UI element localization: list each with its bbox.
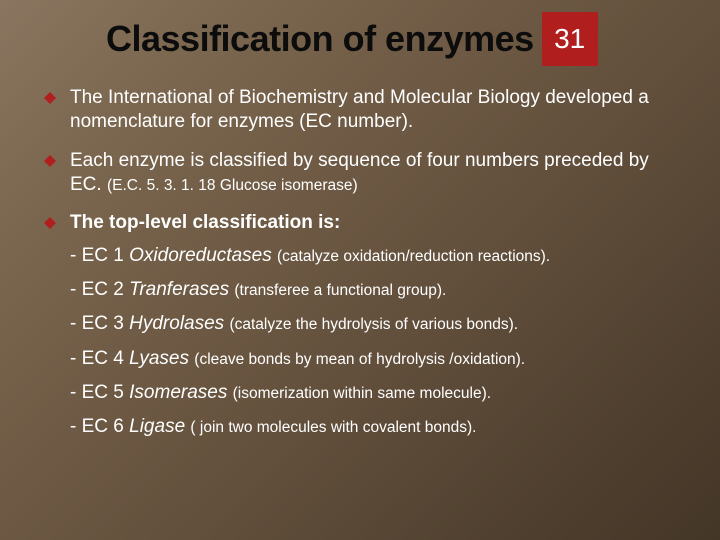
ec-name: Tranferases	[129, 279, 234, 300]
ec-code: EC 4	[82, 348, 130, 369]
bullet-item: The International of Biochemistry and Mo…	[44, 86, 684, 135]
ec-name: Hydrolases	[129, 313, 229, 334]
ec-code: EC 5	[82, 382, 130, 403]
ec-code: EC 1	[82, 245, 130, 266]
ec-note: (transferee a functional group).	[234, 282, 446, 299]
ec-code: EC 3	[82, 313, 130, 334]
ec-name: Oxidoreductases	[129, 245, 277, 266]
ec-note: (catalyze oxidation/reduction reactions)…	[277, 248, 550, 265]
ec-note: (cleave bonds by mean of hydrolysis /oxi…	[194, 351, 525, 368]
ec-class-item: - EC 1 Oxidoreductases (catalyze oxidati…	[70, 244, 684, 268]
ec-prefix: -	[70, 416, 82, 437]
ec-prefix: -	[70, 382, 82, 403]
ec-prefix: -	[70, 279, 82, 300]
ec-prefix: -	[70, 348, 82, 369]
ec-note: ( join two molecules with covalent bonds…	[190, 419, 476, 436]
content-area: The International of Biochemistry and Mo…	[44, 86, 684, 449]
ec-name: Lyases	[129, 348, 194, 369]
title-wrap: Classification of enzymes 31	[106, 18, 598, 66]
ec-class-item: - EC 5 Isomerases (isomerization within …	[70, 381, 684, 405]
ec-class-item: - EC 6 Ligase ( join two molecules with …	[70, 415, 684, 439]
ec-note: (catalyze the hydrolysis of various bond…	[229, 316, 518, 333]
ec-prefix: -	[70, 313, 82, 334]
page-title: Classification of enzymes	[106, 18, 534, 60]
bullet-item: Each enzyme is classified by sequence of…	[44, 149, 684, 198]
ec-name: Ligase	[129, 416, 190, 437]
ec-prefix: -	[70, 245, 82, 266]
diamond-bullet-icon	[44, 92, 56, 104]
bullet-text: The top-level classification is:	[70, 211, 340, 235]
ec-class-item: - EC 3 Hydrolases (catalyze the hydrolys…	[70, 312, 684, 336]
bullet-example: (E.C. 5. 3. 1. 18 Glucose isomerase)	[107, 177, 358, 194]
bullet-item: The top-level classification is:	[44, 211, 684, 235]
ec-note: (isomerization within same molecule).	[233, 385, 491, 402]
ec-class-item: - EC 4 Lyases (cleave bonds by mean of h…	[70, 347, 684, 371]
bullet-text: Each enzyme is classified by sequence of…	[70, 149, 684, 198]
ec-code: EC 2	[82, 279, 130, 300]
ec-class-list: - EC 1 Oxidoreductases (catalyze oxidati…	[70, 244, 684, 440]
diamond-bullet-icon	[44, 217, 56, 229]
ec-code: EC 6	[82, 416, 130, 437]
slide-number-badge: 31	[542, 12, 598, 66]
ec-name: Isomerases	[129, 382, 232, 403]
diamond-bullet-icon	[44, 155, 56, 167]
bullet-text: The International of Biochemistry and Mo…	[70, 86, 684, 135]
ec-class-item: - EC 2 Tranferases (transferee a functio…	[70, 278, 684, 302]
